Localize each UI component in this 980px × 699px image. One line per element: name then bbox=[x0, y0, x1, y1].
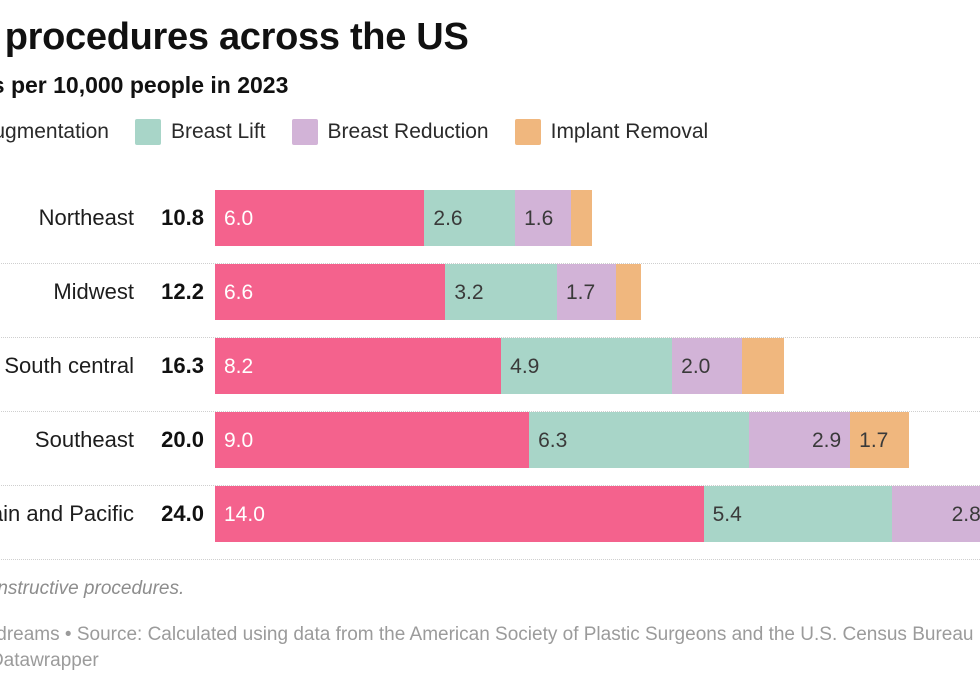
bar-segment-value: 1.7 bbox=[859, 428, 889, 452]
bar-segment-value: 2.9 bbox=[811, 428, 842, 452]
bar-segment[interactable]: 4.9 bbox=[501, 338, 673, 394]
bar-row-total: 24.0 bbox=[161, 501, 204, 526]
bar-segment-value: 8.2 bbox=[224, 354, 254, 378]
bar-segment[interactable]: 2.6 bbox=[424, 190, 516, 246]
bar-segment[interactable]: 2.9 bbox=[748, 412, 851, 468]
legend-swatch-breast-lift bbox=[134, 118, 161, 145]
legend-item[interactable]: Implant Removal bbox=[514, 118, 709, 145]
row-separator bbox=[0, 484, 980, 486]
bar-segment[interactable] bbox=[741, 338, 784, 394]
chart-footnote: Excludes reconstructive procedures. bbox=[0, 578, 185, 599]
bar-row-label: Southeast bbox=[34, 427, 134, 452]
bar-row-label: Mountain and Pacific bbox=[0, 501, 134, 526]
bar-segment[interactable]: 1.7 bbox=[557, 264, 617, 320]
bar-row[interactable]: Mountain and Pacific 24.0 14.0 5.4 2.8 bbox=[0, 486, 980, 560]
legend-swatch-implant-removal bbox=[514, 118, 541, 145]
bar-segment-value: 1.6 bbox=[524, 206, 554, 230]
bar-track: 9.0 6.3 2.9 1.7 bbox=[215, 412, 910, 468]
legend-item[interactable]: Breast Augmentation bbox=[0, 119, 109, 145]
chart-subtitle: Procedures per 10,000 people in 2023 bbox=[0, 71, 289, 98]
bar-row[interactable]: Midwest 12.2 6.6 3.2 1.7 bbox=[0, 264, 980, 338]
bar-row[interactable]: Southeast 20.0 9.0 6.3 2.9 1.7 bbox=[0, 412, 980, 486]
bar-segment-value: 6.3 bbox=[538, 428, 568, 452]
legend-item[interactable]: Breast Lift bbox=[134, 118, 266, 145]
bar-row[interactable]: South central 16.3 8.2 4.9 2.0 bbox=[0, 338, 980, 412]
bar-segment[interactable]: 2.0 bbox=[672, 338, 742, 394]
bar-segment-value: 6.6 bbox=[224, 280, 254, 304]
bar-track: 8.2 4.9 2.0 bbox=[215, 338, 784, 394]
chart-credit-source: Chart: Parfumdreams • Source: Calculated… bbox=[0, 624, 974, 645]
bar-segment-value: 3.2 bbox=[454, 280, 484, 304]
bar-segment[interactable]: 6.6 bbox=[215, 264, 446, 320]
bar-row-total: 10.8 bbox=[161, 205, 204, 230]
bar-segment[interactable]: 6.0 bbox=[215, 190, 425, 246]
bar-row-total: 16.3 bbox=[161, 353, 204, 378]
legend-item-label: Breast Lift bbox=[170, 120, 266, 144]
bar-segment[interactable]: 1.7 bbox=[850, 412, 910, 468]
bar-track: 6.6 3.2 1.7 bbox=[215, 264, 641, 320]
bar-row-total: 20.0 bbox=[161, 427, 204, 452]
row-separator bbox=[0, 558, 980, 560]
legend-item-label: Breast Reduction bbox=[327, 120, 489, 144]
bar-segment[interactable]: 3.2 bbox=[445, 264, 557, 320]
bar-segment-value: 4.9 bbox=[510, 354, 540, 378]
bar-row-total: 12.2 bbox=[161, 279, 204, 304]
chart-footer: Excludes reconstructive procedures. Char… bbox=[0, 578, 980, 673]
bar-segment-value: 14.0 bbox=[224, 502, 265, 526]
row-separator bbox=[0, 262, 980, 264]
row-separator bbox=[0, 336, 980, 338]
bar-segment[interactable]: 2.8 bbox=[892, 486, 980, 542]
legend-item[interactable]: Breast Reduction bbox=[291, 118, 489, 145]
bar-segment[interactable]: 14.0 bbox=[215, 486, 704, 542]
chart-credit-datawrapper: Created with Datawrapper bbox=[0, 649, 99, 671]
bar-segment[interactable] bbox=[570, 190, 592, 246]
bar-segment-value: 9.0 bbox=[224, 428, 254, 452]
bar-row[interactable]: Northeast 10.8 6.0 2.6 1.6 bbox=[0, 190, 980, 264]
bar-segment-value: 2.6 bbox=[433, 206, 463, 230]
chart-title: Breast procedures across the US bbox=[0, 16, 469, 58]
legend-swatch-breast-reduction bbox=[291, 118, 318, 145]
bar-segment-value: 2.0 bbox=[681, 354, 711, 378]
bar-segment-value: 5.4 bbox=[712, 502, 742, 526]
chart-legend: Breast Augmentation Breast Lift Breast Red… bbox=[0, 99, 980, 145]
bar-segment[interactable]: 6.3 bbox=[529, 412, 749, 468]
bar-segment-value: 1.7 bbox=[566, 280, 596, 304]
bar-segment-value: 2.8 bbox=[951, 502, 980, 526]
bar-track: 14.0 5.4 2.8 bbox=[215, 486, 980, 542]
bar-segment[interactable]: 1.6 bbox=[515, 190, 571, 246]
legend-item-label: Implant Removal bbox=[550, 120, 709, 144]
bar-segment-value: 6.0 bbox=[224, 206, 254, 230]
bar-track: 6.0 2.6 1.6 bbox=[215, 190, 592, 246]
bar-segment[interactable]: 9.0 bbox=[215, 412, 530, 468]
bar-rows-container: Northeast 10.8 6.0 2.6 1.6 Midwest 12.2 6.6 3.2 1… bbox=[0, 190, 980, 560]
legend-item-label: Breast Augmentation bbox=[0, 120, 109, 144]
bar-row-label: South central bbox=[4, 353, 134, 378]
bar-segment[interactable] bbox=[616, 264, 641, 320]
bar-segment[interactable]: 5.4 bbox=[703, 486, 893, 542]
bar-row-label: Midwest bbox=[53, 279, 134, 304]
row-separator bbox=[0, 410, 980, 412]
bar-row-label: Northeast bbox=[38, 205, 134, 230]
bar-segment[interactable]: 8.2 bbox=[215, 338, 502, 394]
